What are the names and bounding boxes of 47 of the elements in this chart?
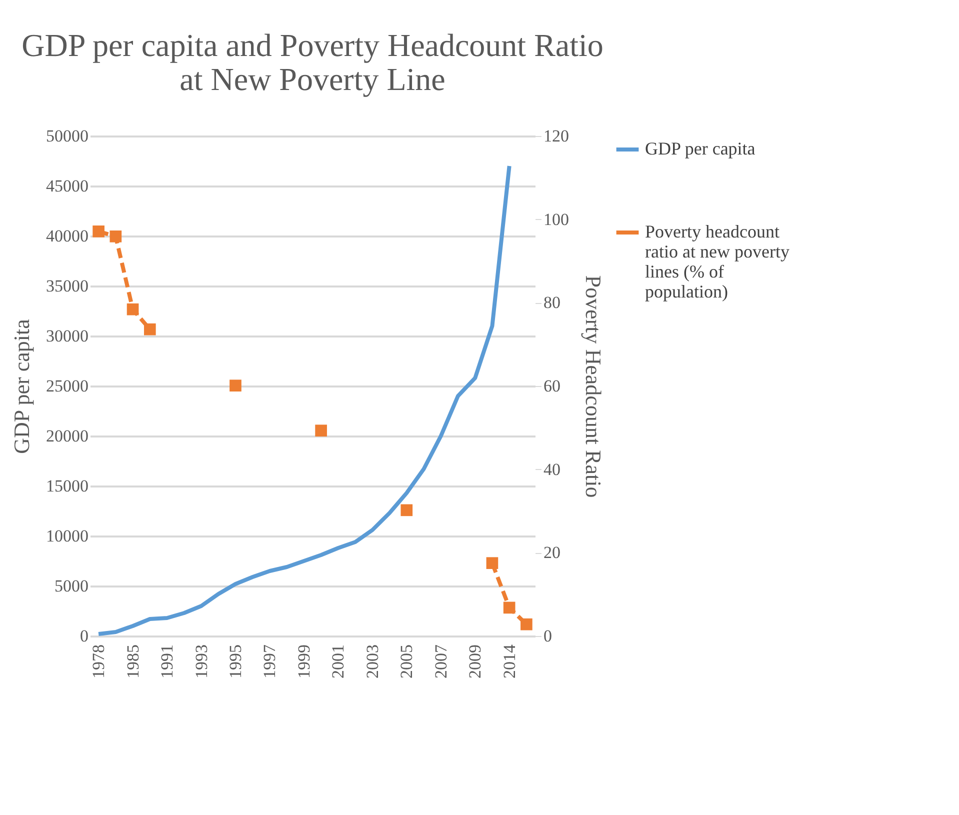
y-tick-label: 20000 bbox=[46, 426, 88, 446]
x-tick-label: 1997 bbox=[260, 644, 280, 678]
x-tick-label: 2009 bbox=[466, 644, 485, 678]
x-tick-label: 2003 bbox=[362, 644, 382, 678]
y2-tick-label: 0 bbox=[544, 626, 552, 646]
point bbox=[486, 557, 498, 569]
y2-tick-label: 40 bbox=[544, 460, 560, 479]
point bbox=[520, 618, 532, 630]
point bbox=[400, 504, 413, 516]
y-tick-label: 30000 bbox=[46, 326, 88, 346]
x-tick-label: 1978 bbox=[89, 644, 108, 678]
point bbox=[315, 424, 327, 436]
x-tick-label: 2005 bbox=[397, 644, 416, 678]
point bbox=[503, 602, 516, 614]
y-axis-title: GDP per capita bbox=[9, 318, 34, 454]
x-tick-label: 1985 bbox=[123, 644, 142, 678]
x-tick-label: 1991 bbox=[158, 644, 177, 678]
y-tick-label: 15000 bbox=[46, 476, 88, 496]
y-tick-label: 5000 bbox=[54, 576, 88, 596]
chart-title: GDP per capita and Poverty Headcount Ratio at New Poverty Line bbox=[22, 27, 604, 97]
line-series bbox=[96, 164, 512, 636]
y-tick-label: 50000 bbox=[46, 126, 88, 146]
y-tick-label: 45000 bbox=[46, 176, 88, 196]
y-tick-label: 0 bbox=[80, 626, 88, 646]
y2-tick-label: 100 bbox=[544, 210, 569, 229]
x-tick-label: 1995 bbox=[226, 644, 245, 678]
point bbox=[230, 380, 242, 392]
x-tick-label: 2014 bbox=[500, 644, 519, 678]
point bbox=[126, 303, 139, 316]
x-tick-label: 2007 bbox=[431, 644, 450, 678]
y2-tick-label: 60 bbox=[544, 376, 560, 396]
point bbox=[92, 226, 104, 238]
y2-axis-title: Poverty Headcount Ratio bbox=[581, 275, 606, 498]
x-tick-label: 2001 bbox=[328, 644, 348, 678]
legend-label: Poverty headcount ratio at new poverty lines (% of population) bbox=[645, 222, 790, 302]
point bbox=[110, 230, 122, 242]
x-tick-label: 1993 bbox=[192, 644, 211, 678]
point bbox=[144, 323, 156, 336]
y2-tick-label: 120 bbox=[544, 126, 569, 146]
y2-tick-label: 80 bbox=[544, 293, 560, 312]
legend-label: GDP per capita bbox=[645, 138, 756, 158]
y2-tick-label: 20 bbox=[544, 543, 560, 562]
y-tick-label: 10000 bbox=[46, 526, 88, 546]
y-tick-label: 25000 bbox=[46, 376, 88, 396]
x-tick-label: 1999 bbox=[294, 644, 314, 678]
y-tick-label: 40000 bbox=[46, 226, 88, 246]
y-tick-label: 35000 bbox=[46, 276, 88, 296]
